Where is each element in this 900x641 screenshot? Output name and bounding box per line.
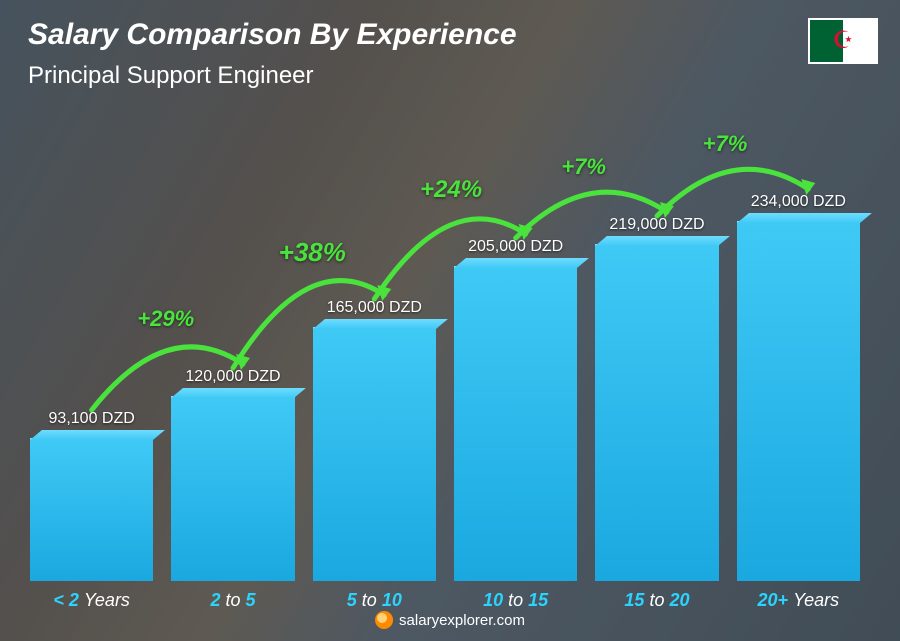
delta-arc xyxy=(30,101,860,581)
logo-icon xyxy=(375,611,393,629)
delta-arc xyxy=(30,101,860,581)
delta-label: +38% xyxy=(279,237,346,268)
flag-emblem: ☪ xyxy=(832,29,854,53)
bar-column: 93,100 DZD< 2 Years xyxy=(30,410,153,581)
bar-value-label: 205,000 DZD xyxy=(468,238,563,256)
delta-arc xyxy=(30,101,860,581)
bar-category-label: 15 to 20 xyxy=(624,590,689,611)
delta-arc xyxy=(30,101,860,581)
bar-column: 120,000 DZD2 to 5 xyxy=(171,368,294,581)
site-logo: salaryexplorer.com xyxy=(375,611,525,629)
bar-value-label: 93,100 DZD xyxy=(49,410,135,428)
delta-label: +7% xyxy=(703,131,748,157)
bar-column: 205,000 DZD10 to 15 xyxy=(454,238,577,581)
bar xyxy=(595,244,718,581)
chart-title: Salary Comparison By Experience xyxy=(28,18,517,52)
bar-value-label: 165,000 DZD xyxy=(327,299,422,317)
bar xyxy=(171,396,294,581)
bar-category-label: 20+ Years xyxy=(758,590,840,611)
bar-column: 219,000 DZD15 to 20 xyxy=(595,216,718,581)
bar-category-label: 5 to 10 xyxy=(347,590,402,611)
bar xyxy=(30,438,153,581)
bar-category-label: 2 to 5 xyxy=(210,590,255,611)
bar-column: 234,000 DZD20+ Years xyxy=(737,193,860,581)
delta-label: +24% xyxy=(420,176,482,204)
bar-value-label: 234,000 DZD xyxy=(751,193,846,211)
chart-subtitle: Principal Support Engineer xyxy=(28,62,314,90)
bar-chart: 93,100 DZD< 2 Years120,000 DZD2 to 5165,… xyxy=(30,101,860,581)
site-name: salaryexplorer.com xyxy=(399,612,525,629)
bar xyxy=(454,266,577,581)
bar xyxy=(313,327,436,581)
infographic-canvas: Salary Comparison By Experience Principa… xyxy=(0,0,900,641)
bar-column: 165,000 DZD5 to 10 xyxy=(313,299,436,581)
country-flag-algeria: ☪ xyxy=(808,18,878,64)
bar-category-label: < 2 Years xyxy=(53,590,130,611)
delta-label: +29% xyxy=(137,306,194,332)
delta-arc xyxy=(30,101,860,581)
bar-value-label: 219,000 DZD xyxy=(609,216,704,234)
bar-value-label: 120,000 DZD xyxy=(185,368,280,386)
bar-category-label: 10 to 15 xyxy=(483,590,548,611)
bar xyxy=(737,221,860,581)
delta-label: +7% xyxy=(561,154,606,180)
